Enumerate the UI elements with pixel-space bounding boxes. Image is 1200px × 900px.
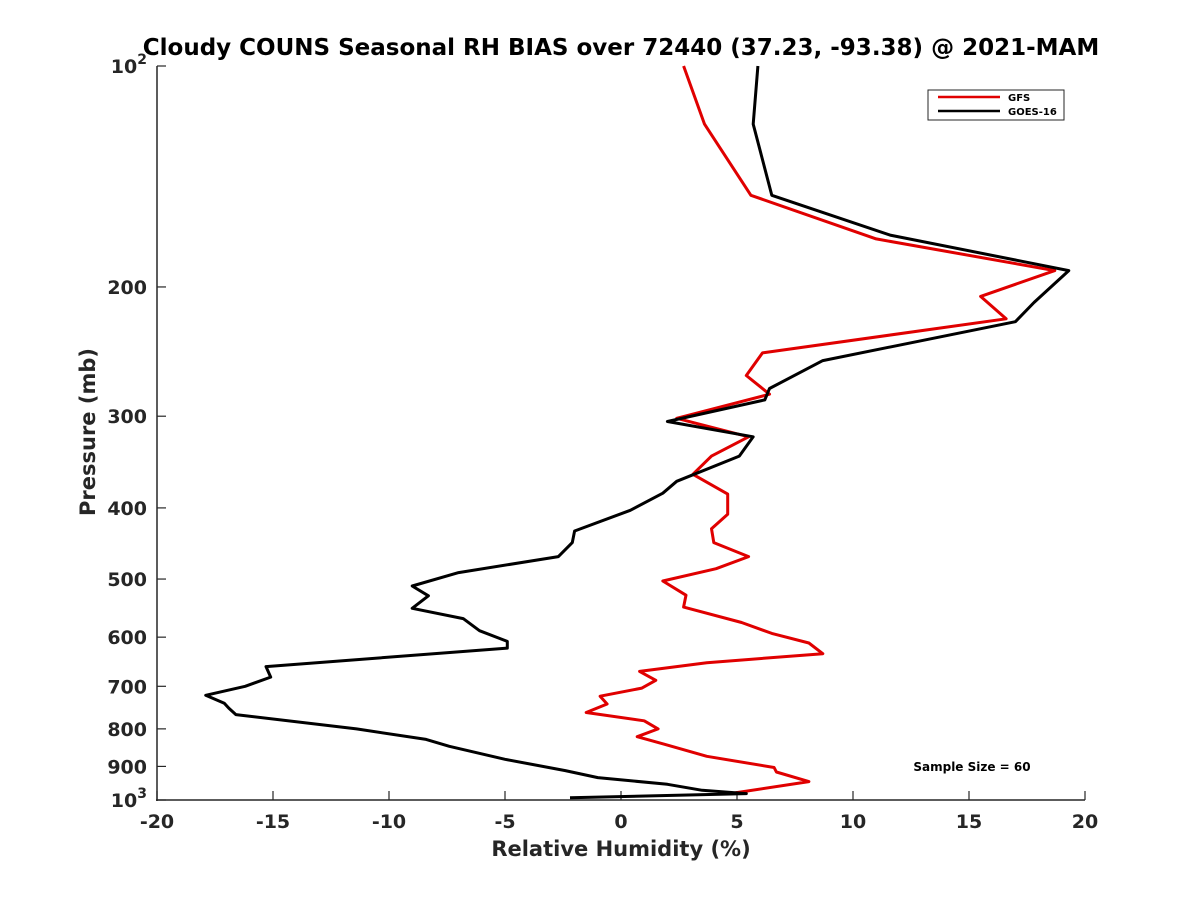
y-tick-label-300: 300 [107, 406, 147, 428]
y-tick-label-100: 102 [111, 52, 147, 78]
legend: GFS GOES-16 [927, 89, 1065, 121]
legend-box [927, 89, 1065, 121]
y-tick-label-400: 400 [107, 498, 147, 520]
y-tick-label-500: 500 [107, 569, 147, 591]
x-tick-label-10: 10 [840, 811, 866, 833]
sample-size-annotation: Sample Size = 60 [913, 760, 1030, 774]
x-axis-label: Relative Humidity (%) [491, 837, 750, 861]
x-tick-label-20: 20 [1072, 811, 1098, 833]
y-tick-label-200: 200 [107, 277, 147, 299]
y-tick-label-600: 600 [107, 627, 147, 649]
chart-title: Cloudy COUNS Seasonal RH BIAS over 72440… [143, 35, 1099, 61]
x-tick-label--10: -10 [372, 811, 406, 833]
y-tick-label-900: 900 [107, 756, 147, 778]
legend-label-gfs: GFS [1008, 93, 1030, 104]
x-tick-label-5: 5 [730, 811, 743, 833]
series-line-goes-16 [204, 65, 1071, 800]
y-tick-label-800: 800 [107, 719, 147, 741]
x-tick-label--20: -20 [140, 811, 174, 833]
y-axis-label: Pressure (mb) [76, 348, 100, 516]
x-tick-label--15: -15 [256, 811, 290, 833]
series-line-gfs [584, 65, 1057, 796]
x-tick-label-15: 15 [956, 811, 982, 833]
x-tick-label-0: 0 [614, 811, 627, 833]
x-tick-label--5: -5 [494, 811, 515, 833]
y-tick-label-1000: 103 [111, 786, 147, 812]
y-tick-label-700: 700 [107, 676, 147, 698]
legend-label-goes16: GOES-16 [1008, 107, 1057, 118]
